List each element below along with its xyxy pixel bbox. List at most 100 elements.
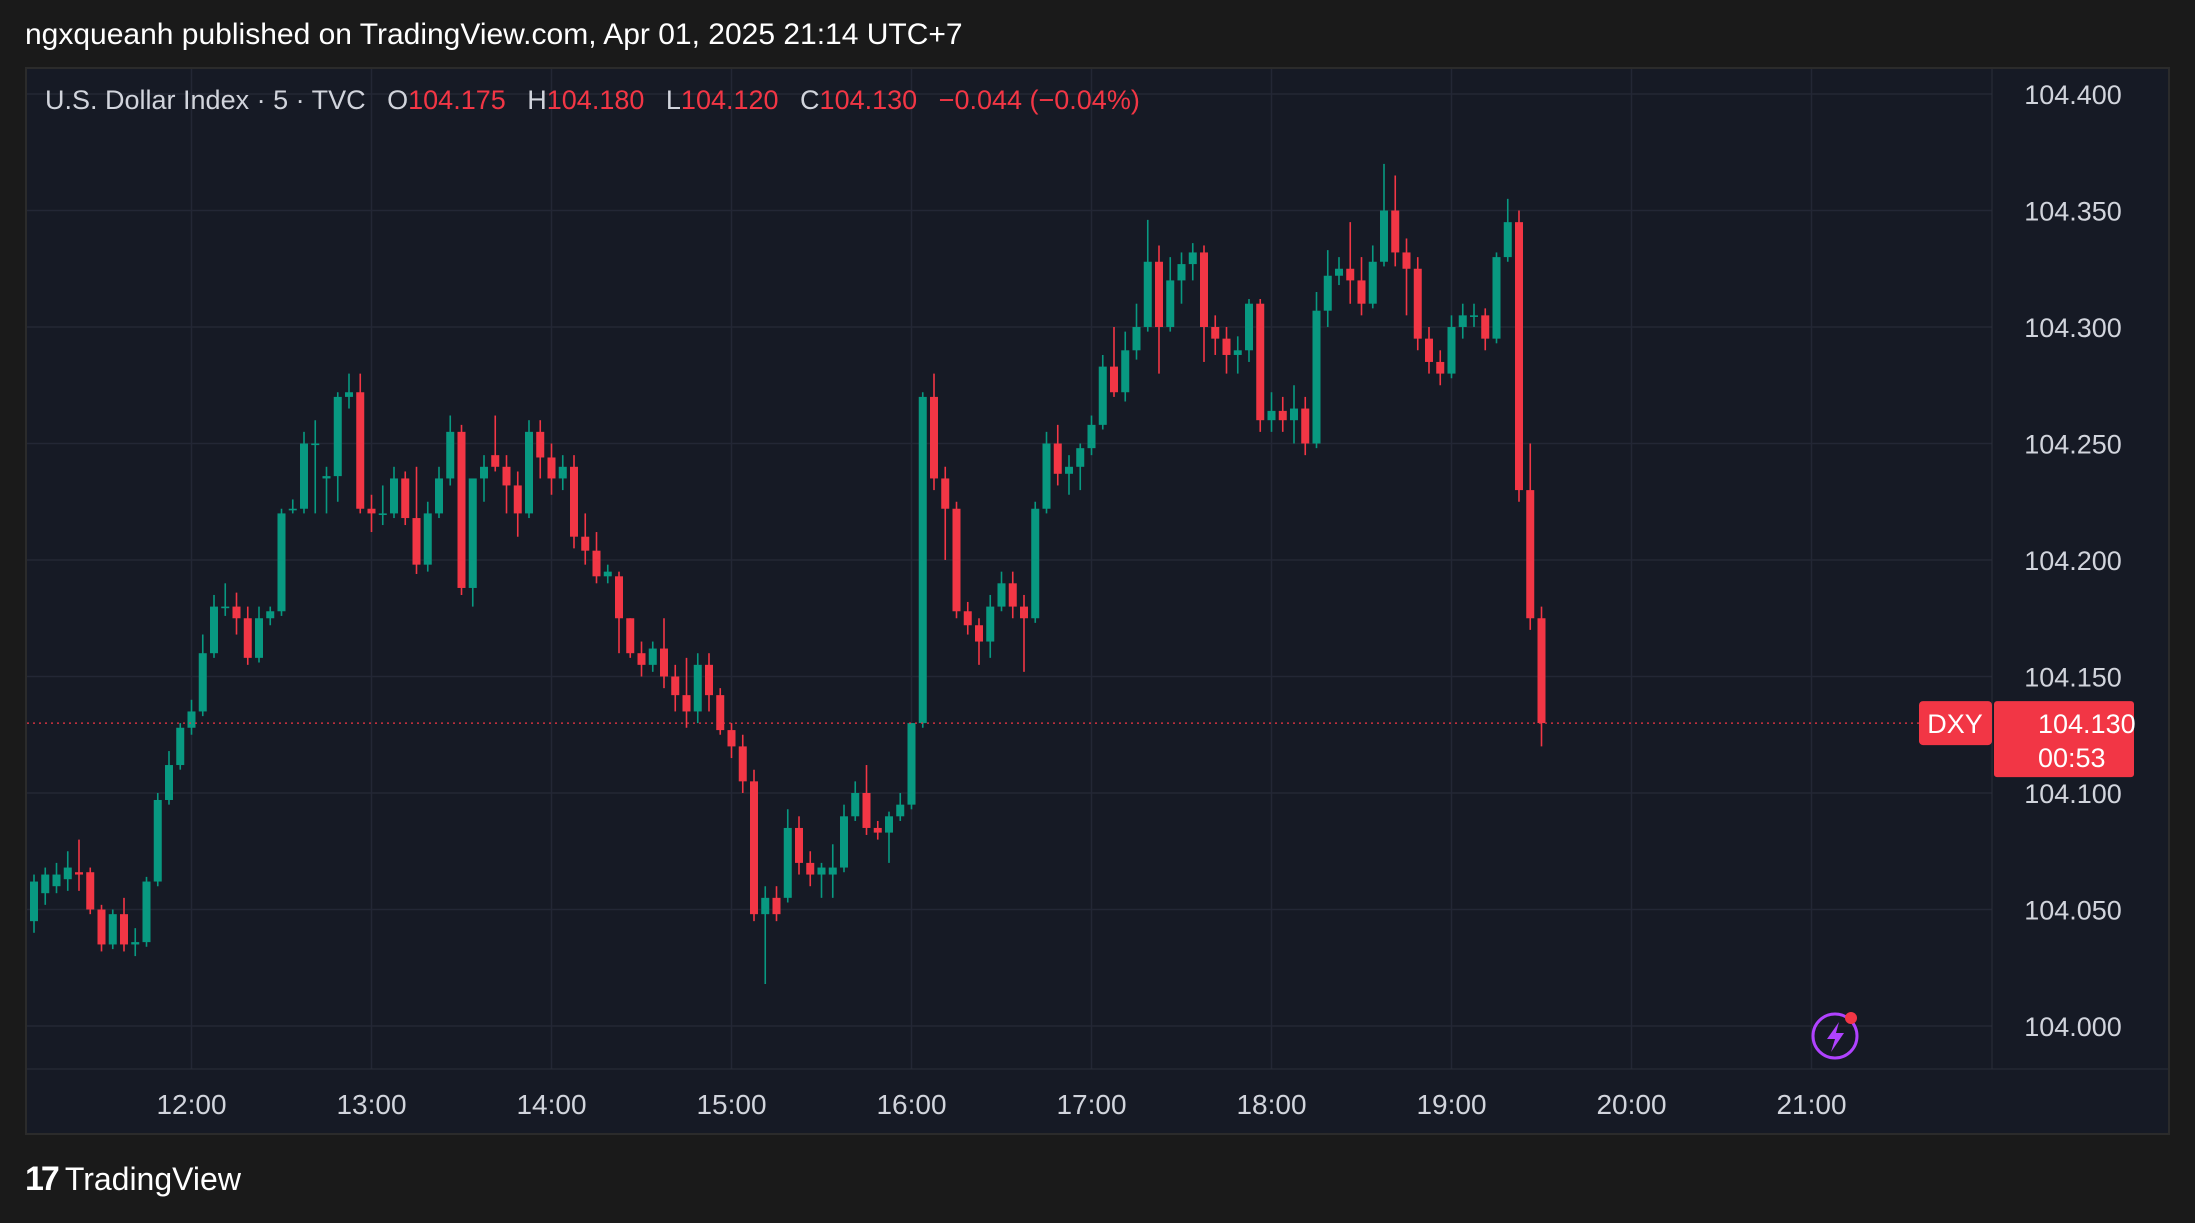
candle xyxy=(716,688,725,735)
candle-body xyxy=(1357,280,1366,304)
candle xyxy=(356,373,365,514)
candle-body xyxy=(1323,275,1332,311)
candle-body xyxy=(97,909,106,945)
candle xyxy=(795,816,803,875)
candle-body xyxy=(952,508,961,612)
lightning-alert-icon[interactable] xyxy=(1811,1012,1859,1060)
candle-body xyxy=(941,478,950,509)
publish-header: ngxqueanh published on TradingView.com, … xyxy=(25,18,963,51)
candle xyxy=(277,508,286,616)
candle xyxy=(1470,303,1478,327)
candle-body xyxy=(502,466,511,486)
candle xyxy=(1233,336,1242,374)
candle-body xyxy=(1301,408,1310,444)
candle xyxy=(1447,315,1456,379)
candle-body xyxy=(536,431,545,458)
countdown-value: 00:53 xyxy=(2038,743,2106,773)
candle-body xyxy=(1537,618,1546,724)
candle-body xyxy=(626,618,635,654)
candle-body xyxy=(547,457,556,479)
candle xyxy=(1346,222,1355,304)
candle-body xyxy=(86,872,95,910)
change-value: −0.044 (−0.04%) xyxy=(938,85,1140,115)
candle-body xyxy=(907,723,916,805)
candle-body xyxy=(1233,350,1242,355)
candle-body xyxy=(221,606,230,609)
candle-body xyxy=(1503,222,1512,258)
candle xyxy=(446,415,455,486)
ticker-label: DXY xyxy=(1927,709,1983,739)
close-value: 104.130 xyxy=(819,85,918,115)
candle-body xyxy=(108,914,117,945)
candle-body xyxy=(367,508,376,514)
candle xyxy=(1020,594,1028,672)
candle-body xyxy=(727,730,736,747)
candle-body xyxy=(1211,327,1220,339)
candle-body xyxy=(1110,366,1118,393)
candle xyxy=(1110,327,1118,397)
candle-body xyxy=(1245,303,1253,351)
candle-body xyxy=(1346,268,1355,281)
x-tick-label: 14:00 xyxy=(516,1089,586,1120)
candle xyxy=(986,594,995,658)
candle xyxy=(153,793,162,887)
candle-body xyxy=(1042,443,1051,509)
chart-pane[interactable]: 104.000 104.050 104.100 104.150 104.200 104.2… xyxy=(25,67,2170,1135)
price-axis: 104.000 104.050 104.100 104.150 104.200 104.2… xyxy=(1991,69,2168,1133)
high-value: 104.180 xyxy=(546,85,645,115)
candle-body xyxy=(750,781,758,915)
candle-body xyxy=(1020,606,1028,619)
candles-group xyxy=(30,163,1546,985)
candle-body xyxy=(311,443,320,446)
low-label: L xyxy=(665,85,681,115)
low-value: 104.120 xyxy=(680,85,779,115)
candle-body xyxy=(401,478,410,519)
candle xyxy=(705,653,713,712)
y-tick-label: 104.000 xyxy=(2024,1012,2122,1042)
candle-body xyxy=(142,881,151,943)
candle xyxy=(288,499,297,514)
y-tick-label: 104.200 xyxy=(2024,546,2122,576)
candle xyxy=(300,431,308,514)
candle-body xyxy=(345,392,353,397)
candle-body xyxy=(1256,303,1265,421)
candle xyxy=(1166,257,1175,332)
candle-body xyxy=(30,881,38,922)
candle-body xyxy=(997,583,1006,607)
candle xyxy=(671,664,680,712)
candle-body xyxy=(772,897,781,915)
candle xyxy=(952,501,961,619)
candle-body xyxy=(581,536,590,551)
candle-body xyxy=(637,653,646,665)
candle xyxy=(131,928,140,957)
candle-body xyxy=(153,799,162,882)
candle-body xyxy=(648,648,657,665)
candle xyxy=(1323,250,1332,327)
candle-body xyxy=(761,897,770,915)
candle-body xyxy=(1278,410,1287,421)
candlestick-chart[interactable]: 104.000 104.050 104.100 104.150 104.200 104.2… xyxy=(27,69,2168,1133)
candle xyxy=(1132,303,1141,360)
candle-body xyxy=(63,867,72,880)
candle-body xyxy=(1076,448,1085,467)
candle xyxy=(1357,257,1366,316)
candle-body xyxy=(75,872,83,875)
candle-body xyxy=(210,606,218,654)
candle-body xyxy=(682,695,691,712)
candle xyxy=(176,723,185,770)
candle-body xyxy=(176,727,185,766)
candle-body xyxy=(1155,261,1163,327)
candle xyxy=(97,904,106,952)
candle xyxy=(435,466,443,519)
candle-body xyxy=(738,746,747,782)
footer-brand[interactable]: 17 TradingView xyxy=(25,1160,241,1199)
candle xyxy=(311,420,320,514)
candle-body xyxy=(356,392,365,509)
candle-body xyxy=(1312,310,1321,444)
candle xyxy=(1402,238,1411,316)
candle-body xyxy=(1008,583,1017,607)
candle xyxy=(1177,252,1186,304)
candle xyxy=(1368,245,1377,309)
candle xyxy=(840,804,848,873)
candle-body xyxy=(525,431,533,514)
